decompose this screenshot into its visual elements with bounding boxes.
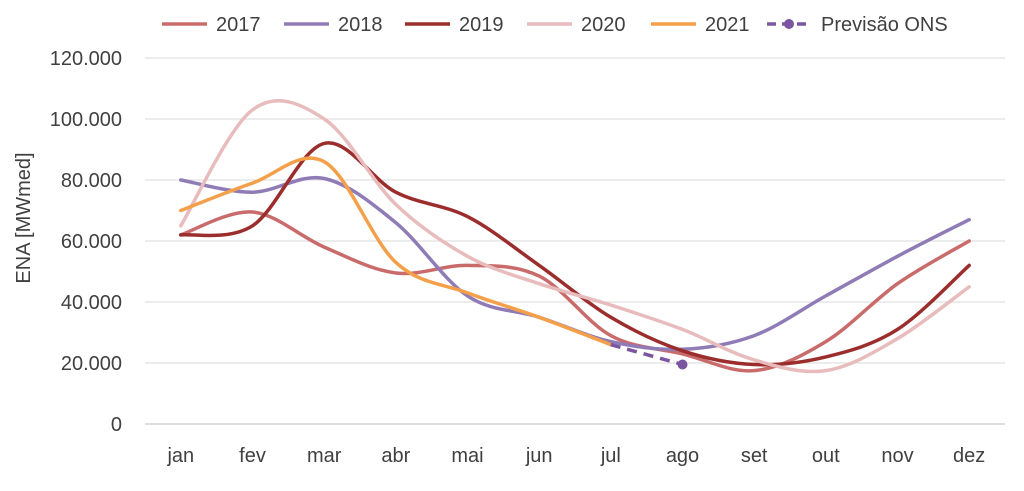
gridlines: [145, 57, 1005, 425]
x-tick-label: mar: [307, 445, 342, 467]
legend-label: 2018: [338, 14, 383, 36]
y-tick-label: 80.000: [61, 170, 122, 192]
y-axis-title: ENA [MWmed]: [13, 152, 35, 283]
x-tick-label: jan: [166, 445, 194, 467]
legend-label: 2017: [216, 14, 261, 36]
x-tick-label: nov: [881, 445, 913, 467]
legend-label: Previsão ONS: [821, 14, 948, 36]
forecast-point-marker: [677, 359, 688, 370]
series-line-2019: [179, 141, 971, 367]
legend: 2017 2018 2019 2020 2021 Previsão ONS: [162, 14, 948, 36]
x-tick-label: ago: [666, 445, 699, 467]
x-tick-label: out: [812, 445, 840, 467]
legend-label: 2021: [705, 14, 750, 36]
x-tick-label: abr: [381, 445, 410, 467]
x-tick-label: fev: [239, 445, 266, 467]
y-tick-label: 20.000: [61, 353, 122, 375]
x-tick-label: jul: [600, 445, 621, 467]
x-tick-label: dez: [953, 445, 985, 467]
x-axis-ticks: jan fev mar abr mai jun jul ago set out nov dez: [166, 445, 985, 467]
legend-label: 2020: [581, 14, 626, 36]
y-tick-label: 100.000: [50, 109, 122, 131]
x-tick-label: mai: [451, 445, 483, 467]
y-tick-label: 120.000: [50, 48, 122, 70]
series-line-2021: [179, 156, 613, 347]
series-line-2020: [179, 99, 971, 374]
x-tick-label: set: [741, 445, 768, 467]
legend-label: 2019: [459, 14, 504, 36]
x-tick-label: jun: [525, 445, 553, 467]
y-tick-label: 0: [111, 414, 122, 436]
y-tick-label: 40.000: [61, 292, 122, 314]
series-line-2017: [179, 210, 971, 373]
y-axis-ticks: 0 20.000 40.000 60.000 80.000 100.000 120.000: [50, 48, 122, 436]
y-tick-label: 60.000: [61, 231, 122, 253]
series-lines: [179, 99, 971, 374]
legend-marker: [784, 19, 794, 29]
